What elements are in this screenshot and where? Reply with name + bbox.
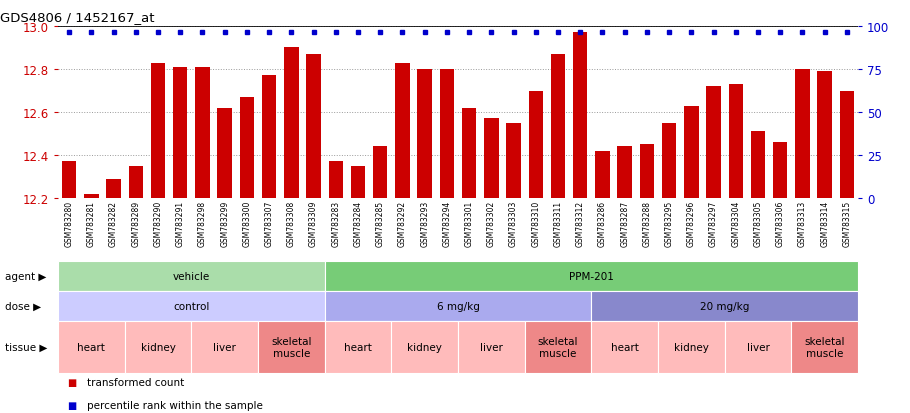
Bar [217, 109, 232, 199]
Text: dose ▶: dose ▶ [5, 301, 41, 311]
Text: GSM783297: GSM783297 [709, 200, 718, 247]
Bar [151, 64, 166, 199]
Bar [662, 123, 676, 199]
Text: GSM783300: GSM783300 [242, 200, 251, 247]
Bar [239, 98, 254, 199]
Bar [817, 72, 832, 199]
Text: GSM783284: GSM783284 [353, 200, 362, 247]
Bar [551, 55, 565, 199]
Text: GSM783288: GSM783288 [642, 200, 652, 246]
Text: GSM783303: GSM783303 [509, 200, 518, 247]
Text: GSM783305: GSM783305 [753, 200, 763, 247]
Text: GSM783282: GSM783282 [109, 200, 118, 246]
Bar [284, 48, 298, 199]
Text: GSM783304: GSM783304 [732, 200, 740, 247]
Bar [307, 55, 321, 199]
Text: GSM783283: GSM783283 [331, 200, 340, 247]
Text: vehicle: vehicle [173, 271, 210, 281]
Bar [329, 162, 343, 199]
Bar [640, 145, 654, 199]
Text: GDS4806 / 1452167_at: GDS4806 / 1452167_at [0, 12, 155, 24]
Bar [529, 91, 543, 199]
Text: GSM783314: GSM783314 [820, 200, 829, 247]
Text: liver: liver [480, 342, 502, 352]
Bar [484, 119, 499, 199]
Text: GSM783291: GSM783291 [176, 200, 185, 247]
Text: liver: liver [213, 342, 236, 352]
Text: skeletal
muscle: skeletal muscle [271, 336, 311, 358]
Text: GSM783302: GSM783302 [487, 200, 496, 247]
Text: tissue ▶: tissue ▶ [5, 342, 47, 352]
Bar [462, 109, 476, 199]
Text: ■: ■ [67, 400, 76, 410]
Text: liver: liver [746, 342, 770, 352]
Text: heart: heart [344, 342, 372, 352]
Bar [751, 132, 765, 199]
Bar [729, 85, 743, 199]
Bar [262, 76, 277, 199]
Bar [373, 147, 388, 199]
Text: GSM783312: GSM783312 [576, 200, 585, 247]
Text: heart: heart [611, 342, 639, 352]
Text: percentile rank within the sample: percentile rank within the sample [87, 400, 263, 410]
Text: 20 mg/kg: 20 mg/kg [700, 301, 749, 311]
Text: GSM783289: GSM783289 [131, 200, 140, 247]
Text: GSM783308: GSM783308 [287, 200, 296, 247]
Text: control: control [173, 301, 209, 311]
Text: GSM783292: GSM783292 [398, 200, 407, 247]
Bar [506, 123, 521, 199]
Text: PPM-201: PPM-201 [569, 271, 613, 281]
Text: GSM783299: GSM783299 [220, 200, 229, 247]
Text: GSM783285: GSM783285 [376, 200, 385, 247]
Text: heart: heart [77, 342, 106, 352]
Bar [573, 33, 588, 199]
Text: GSM783301: GSM783301 [465, 200, 473, 247]
Bar [418, 70, 432, 199]
Text: GSM783298: GSM783298 [198, 200, 207, 247]
Bar [128, 166, 143, 199]
Text: GSM783290: GSM783290 [154, 200, 163, 247]
Text: 6 mg/kg: 6 mg/kg [437, 301, 480, 311]
Text: kidney: kidney [140, 342, 176, 352]
Text: GSM783310: GSM783310 [531, 200, 541, 247]
Bar [840, 91, 854, 199]
Text: GSM783294: GSM783294 [442, 200, 451, 247]
Text: agent ▶: agent ▶ [5, 271, 46, 281]
Text: GSM783309: GSM783309 [309, 200, 318, 247]
Text: kidney: kidney [674, 342, 709, 352]
Text: ■: ■ [67, 377, 76, 387]
Bar [773, 143, 787, 199]
Text: skeletal
muscle: skeletal muscle [538, 336, 578, 358]
Text: GSM783293: GSM783293 [420, 200, 430, 247]
Bar [350, 166, 365, 199]
Bar [173, 68, 187, 199]
Text: GSM783311: GSM783311 [553, 200, 562, 247]
Text: skeletal
muscle: skeletal muscle [804, 336, 844, 358]
Bar [795, 70, 810, 199]
Bar [595, 151, 610, 199]
Text: GSM783281: GSM783281 [86, 200, 96, 246]
Bar [62, 162, 76, 199]
Text: GSM783306: GSM783306 [775, 200, 784, 247]
Text: GSM783307: GSM783307 [265, 200, 274, 247]
Text: GSM783295: GSM783295 [664, 200, 673, 247]
Text: transformed count: transformed count [87, 377, 185, 387]
Text: GSM783296: GSM783296 [687, 200, 696, 247]
Bar [106, 179, 121, 199]
Bar [706, 87, 721, 199]
Text: kidney: kidney [408, 342, 442, 352]
Bar [84, 194, 98, 199]
Bar [684, 106, 699, 199]
Text: GSM783313: GSM783313 [798, 200, 807, 247]
Text: GSM783315: GSM783315 [843, 200, 852, 247]
Bar [395, 64, 410, 199]
Text: GSM783287: GSM783287 [621, 200, 629, 247]
Bar [196, 68, 209, 199]
Bar [618, 147, 632, 199]
Text: GSM783280: GSM783280 [65, 200, 74, 247]
Text: GSM783286: GSM783286 [598, 200, 607, 247]
Bar [440, 70, 454, 199]
